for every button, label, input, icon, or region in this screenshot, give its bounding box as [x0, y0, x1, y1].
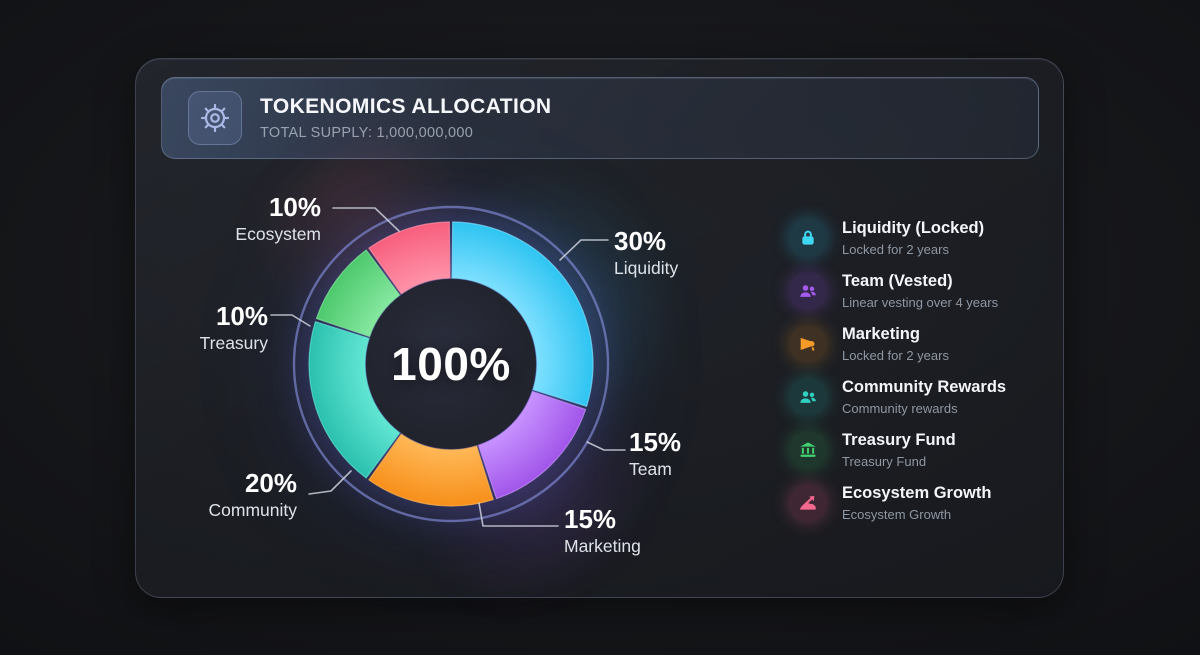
card-header: TOKENOMICS ALLOCATION TOTAL SUPPLY: 1,00…: [161, 77, 1039, 159]
callout-ecosystem: 10% Ecosystem: [181, 192, 321, 245]
donut-slice-community: [308, 321, 401, 479]
donut-slice-ecosystem: [368, 221, 451, 295]
users-icon: [789, 378, 827, 416]
legend-subtitle: Locked for 2 years: [842, 241, 949, 257]
callout-marketing-name: Marketing: [564, 536, 641, 557]
donut-slice-liquidity: [451, 221, 594, 407]
trend-up-icon: [789, 484, 827, 522]
callout-liquidity-name: Liquidity: [614, 258, 679, 279]
callout-team-name: Team: [629, 459, 672, 480]
legend-title: Liquidity (Locked): [842, 218, 985, 237]
callout-marketing-pct: 15%: [564, 504, 617, 534]
callout-treasury-pct: 10%: [215, 301, 268, 331]
legend-subtitle: Community rewards: [842, 400, 958, 416]
callout-community: 20% Community: [157, 468, 298, 521]
page-title: TOKENOMICS ALLOCATION: [260, 95, 552, 118]
legend-title: Team (Vested): [842, 271, 953, 290]
legend-title: Ecosystem Growth: [842, 483, 992, 502]
bank-icon: [789, 431, 827, 469]
legend-title: Treasury Fund: [842, 430, 956, 449]
donut-slice-treasury: [315, 249, 401, 338]
gear-icon: [188, 91, 242, 145]
total-supply-label: TOTAL SUPPLY: 1,000,000,000: [260, 125, 474, 141]
legend-subtitle: Locked for 2 years: [842, 347, 949, 363]
callout-ecosystem-pct: 10%: [268, 192, 321, 222]
legend-subtitle: Ecosystem Growth: [842, 506, 952, 522]
callout-community-name: Community: [208, 500, 298, 521]
legend-item-ecosystem: Ecosystem Growth Ecosystem Growth: [789, 484, 1049, 522]
users-icon: [789, 272, 827, 310]
legend-item-treasury: Treasury Fund Treasury Fund: [789, 431, 1049, 469]
legend-item-team: Team (Vested) Linear vesting over 4 year…: [789, 272, 1049, 310]
legend-subtitle: Treasury Fund: [842, 453, 927, 469]
callout-liquidity-pct: 30%: [614, 226, 667, 256]
legend: Liquidity (Locked) Locked for 2 years Te…: [789, 219, 1049, 522]
callout-treasury: 10% Treasury: [136, 301, 268, 354]
callout-team: 15% Team: [629, 427, 769, 480]
tokenomics-card: TOKENOMICS ALLOCATION TOTAL SUPPLY: 1,00…: [135, 58, 1064, 604]
callout-treasury-name: Treasury: [199, 333, 268, 354]
callout-community-pct: 20%: [244, 468, 297, 498]
legend-subtitle: Linear vesting over 4 years: [842, 294, 999, 310]
legend-item-liquidity: Liquidity (Locked) Locked for 2 years: [789, 219, 1049, 257]
callout-marketing: 15% Marketing: [564, 504, 724, 557]
donut-slice-marketing: [368, 433, 494, 507]
donut-chart: [292, 205, 610, 523]
callout-liquidity: 30% Liquidity: [614, 226, 774, 279]
lock-icon: [789, 219, 827, 257]
legend-item-community: Community Rewards Community rewards: [789, 378, 1049, 416]
donut-slice-team: [477, 390, 587, 500]
legend-item-marketing: Marketing Locked for 2 years: [789, 325, 1049, 363]
callout-team-pct: 15%: [629, 427, 682, 457]
legend-title: Community Rewards: [842, 377, 1007, 396]
megaphone-icon: [789, 325, 827, 363]
legend-title: Marketing: [842, 324, 920, 343]
callout-ecosystem-name: Ecosystem: [235, 224, 321, 245]
